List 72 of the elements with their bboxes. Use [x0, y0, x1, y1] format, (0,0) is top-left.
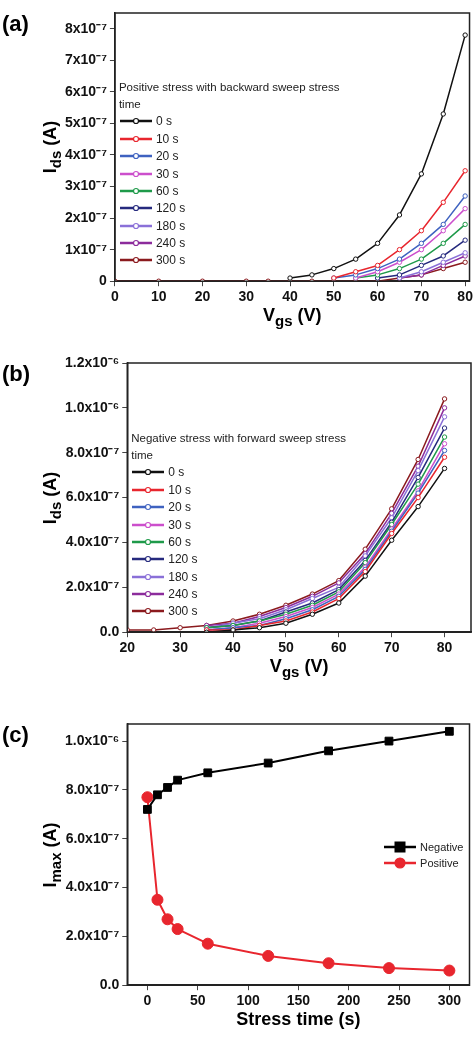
legend-label: Positive — [420, 856, 459, 869]
y-tick-label: 1.0x10⁻⁶ — [64, 731, 120, 748]
x-tick-label: 80 — [436, 639, 453, 656]
legend-label: 60 s — [155, 183, 179, 198]
legend-label: 10 s — [168, 482, 191, 497]
x-tick-label: 70 — [383, 639, 400, 656]
x-tick-label: 150 — [286, 992, 311, 1009]
x-tick-label: 100 — [236, 992, 260, 1009]
legend-title: Positive stress with backward sweep stress time — [118, 79, 341, 112]
y-tick-label: 0 — [99, 272, 108, 289]
chart-title: (a) — [2, 11, 29, 37]
y-tick-label: 8x10⁻⁷ — [65, 19, 108, 36]
x-tick-label: 30 — [172, 639, 189, 656]
legend-label: 240 s — [155, 236, 186, 251]
x-tick-label: 50 — [189, 992, 206, 1009]
x-tick-label: 40 — [282, 288, 299, 305]
y-tick-label: 3x10⁻⁷ — [65, 177, 108, 194]
y-tick-label: 0.0 — [99, 976, 120, 993]
legend-label: 60 s — [168, 534, 191, 549]
y-tick-label: 1.0x10⁻⁶ — [64, 398, 120, 415]
x-tick-label: 70 — [413, 288, 430, 305]
legend-label: 30 s — [155, 166, 179, 181]
y-tick-label: 2.0x10⁻⁷ — [65, 927, 120, 944]
y-tick-label: 4.0x10⁻⁷ — [65, 878, 120, 895]
legend-label: 300 s — [155, 253, 186, 268]
legend-label: 180 s — [168, 569, 198, 584]
y-tick-label: 6.0x10⁻⁷ — [65, 829, 120, 846]
x-tick-label: 10 — [150, 288, 167, 305]
legend-label: 300 s — [168, 604, 198, 619]
legend-label: 0 s — [155, 114, 172, 129]
legend-label: 10 s — [155, 131, 179, 146]
x-axis-title: Stress time (s) — [236, 1009, 361, 1031]
y-tick-label: 6.0x10⁻⁷ — [65, 488, 120, 505]
legend-label: 120 s — [168, 552, 198, 567]
y-tick-label: 5x10⁻⁷ — [65, 114, 108, 131]
y-tick-label: 7x10⁻⁷ — [65, 51, 108, 68]
x-tick-label: 40 — [225, 639, 242, 656]
x-tick-label: 0 — [143, 992, 152, 1009]
x-axis-title: V$_{gs}$ (V) — [269, 656, 329, 680]
y-tick-label: 4.0x10⁻⁷ — [65, 533, 120, 550]
y-tick-label: 8.0x10⁻⁷ — [65, 443, 120, 460]
y-tick-label: 1x10⁻⁷ — [65, 240, 108, 257]
y-tick-label: 1.2x10⁻⁶ — [64, 353, 120, 370]
legend-label: 0 s — [168, 465, 185, 480]
y-tick-label: 4x10⁻⁷ — [65, 145, 108, 162]
y-tick-label: 6x10⁻⁷ — [65, 82, 108, 99]
y-tick-label: 8.0x10⁻⁷ — [65, 780, 120, 797]
legend-title: Negative stress with forward sweep stress time — [131, 430, 347, 463]
x-tick-label: 200 — [337, 992, 361, 1009]
x-axis-title: V$_{gs}$ (V) — [262, 305, 322, 329]
x-tick-label: 50 — [326, 288, 342, 305]
x-tick-label: 60 — [331, 639, 347, 656]
x-tick-label: 80 — [457, 288, 474, 305]
legend-label: 20 s — [155, 149, 179, 164]
legend-label: 240 s — [168, 587, 198, 602]
chart-title: (c) — [2, 722, 29, 748]
x-tick-label: 300 — [437, 992, 462, 1009]
x-tick-label: 30 — [238, 288, 255, 305]
y-tick-label: 0.0 — [99, 623, 120, 640]
legend-label: 120 s — [155, 201, 186, 216]
legend-label: 20 s — [168, 500, 191, 515]
x-tick-label: 50 — [278, 639, 294, 656]
x-tick-label: 60 — [369, 288, 386, 305]
x-tick-label: 250 — [387, 992, 411, 1009]
x-tick-label: 20 — [194, 288, 211, 305]
legend-label: 180 s — [155, 218, 186, 233]
chart-title: (b) — [2, 361, 31, 387]
legend-label: 30 s — [168, 517, 191, 532]
legend-label: Negative — [420, 840, 464, 853]
y-tick-label: 2x10⁻⁷ — [65, 208, 108, 225]
x-tick-label: 20 — [119, 639, 136, 656]
y-tick-label: 2.0x10⁻⁷ — [65, 578, 120, 595]
